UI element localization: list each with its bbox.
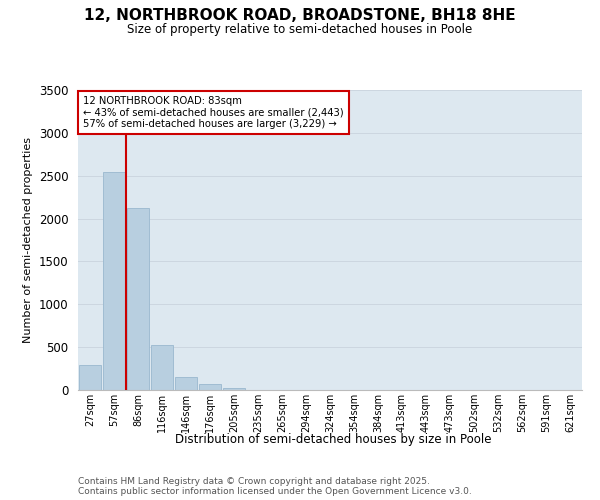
Bar [127, 208, 149, 390]
Bar [199, 384, 221, 390]
Text: Contains HM Land Registry data © Crown copyright and database right 2025.: Contains HM Land Registry data © Crown c… [78, 478, 430, 486]
Text: Distribution of semi-detached houses by size in Poole: Distribution of semi-detached houses by … [175, 432, 491, 446]
Bar [151, 345, 173, 390]
Bar [79, 364, 101, 390]
Text: 12, NORTHBROOK ROAD, BROADSTONE, BH18 8HE: 12, NORTHBROOK ROAD, BROADSTONE, BH18 8H… [84, 8, 516, 22]
Y-axis label: Number of semi-detached properties: Number of semi-detached properties [23, 137, 33, 343]
Bar [223, 388, 245, 390]
Bar [175, 378, 197, 390]
Text: Contains public sector information licensed under the Open Government Licence v3: Contains public sector information licen… [78, 488, 472, 496]
Text: Size of property relative to semi-detached houses in Poole: Size of property relative to semi-detach… [127, 22, 473, 36]
Bar [103, 172, 125, 390]
Text: 12 NORTHBROOK ROAD: 83sqm
← 43% of semi-detached houses are smaller (2,443)
57% : 12 NORTHBROOK ROAD: 83sqm ← 43% of semi-… [83, 96, 344, 129]
